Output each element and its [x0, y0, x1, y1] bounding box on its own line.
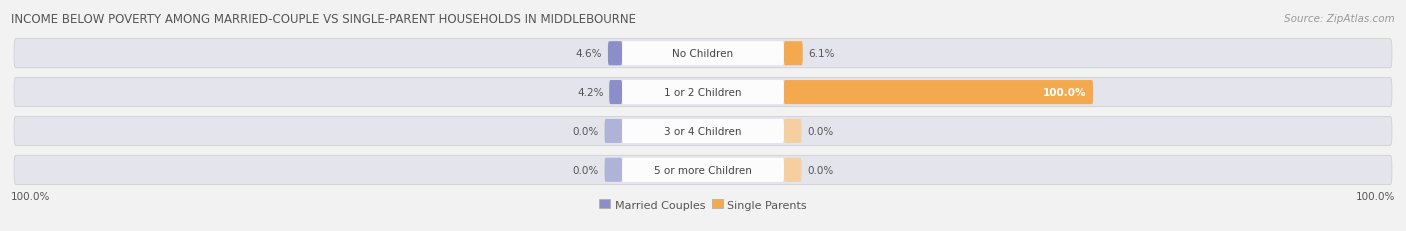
- FancyBboxPatch shape: [605, 158, 621, 182]
- Text: 0.0%: 0.0%: [807, 165, 834, 175]
- FancyBboxPatch shape: [14, 155, 1392, 185]
- FancyBboxPatch shape: [621, 81, 785, 105]
- Text: 3 or 4 Children: 3 or 4 Children: [664, 126, 742, 136]
- FancyBboxPatch shape: [785, 81, 1094, 105]
- FancyBboxPatch shape: [14, 117, 1392, 146]
- FancyBboxPatch shape: [621, 42, 785, 66]
- FancyBboxPatch shape: [621, 119, 785, 143]
- Text: 0.0%: 0.0%: [807, 126, 834, 136]
- Text: 4.2%: 4.2%: [576, 88, 603, 98]
- FancyBboxPatch shape: [785, 158, 801, 182]
- Text: 5 or more Children: 5 or more Children: [654, 165, 752, 175]
- FancyBboxPatch shape: [14, 78, 1392, 107]
- Text: 6.1%: 6.1%: [808, 49, 835, 59]
- FancyBboxPatch shape: [605, 119, 621, 143]
- Text: 100.0%: 100.0%: [11, 191, 51, 201]
- Text: Source: ZipAtlas.com: Source: ZipAtlas.com: [1284, 14, 1395, 24]
- FancyBboxPatch shape: [785, 119, 801, 143]
- Text: INCOME BELOW POVERTY AMONG MARRIED-COUPLE VS SINGLE-PARENT HOUSEHOLDS IN MIDDLEB: INCOME BELOW POVERTY AMONG MARRIED-COUPL…: [11, 12, 637, 26]
- FancyBboxPatch shape: [785, 42, 803, 66]
- FancyBboxPatch shape: [621, 158, 785, 182]
- Text: No Children: No Children: [672, 49, 734, 59]
- FancyBboxPatch shape: [14, 40, 1392, 69]
- FancyBboxPatch shape: [609, 81, 621, 105]
- Text: 100.0%: 100.0%: [1043, 88, 1087, 98]
- Text: 100.0%: 100.0%: [1355, 191, 1395, 201]
- FancyBboxPatch shape: [607, 42, 621, 66]
- Text: 0.0%: 0.0%: [572, 165, 599, 175]
- Legend: Married Couples, Single Parents: Married Couples, Single Parents: [595, 195, 811, 214]
- Text: 4.6%: 4.6%: [576, 49, 602, 59]
- Text: 0.0%: 0.0%: [572, 126, 599, 136]
- Text: 1 or 2 Children: 1 or 2 Children: [664, 88, 742, 98]
